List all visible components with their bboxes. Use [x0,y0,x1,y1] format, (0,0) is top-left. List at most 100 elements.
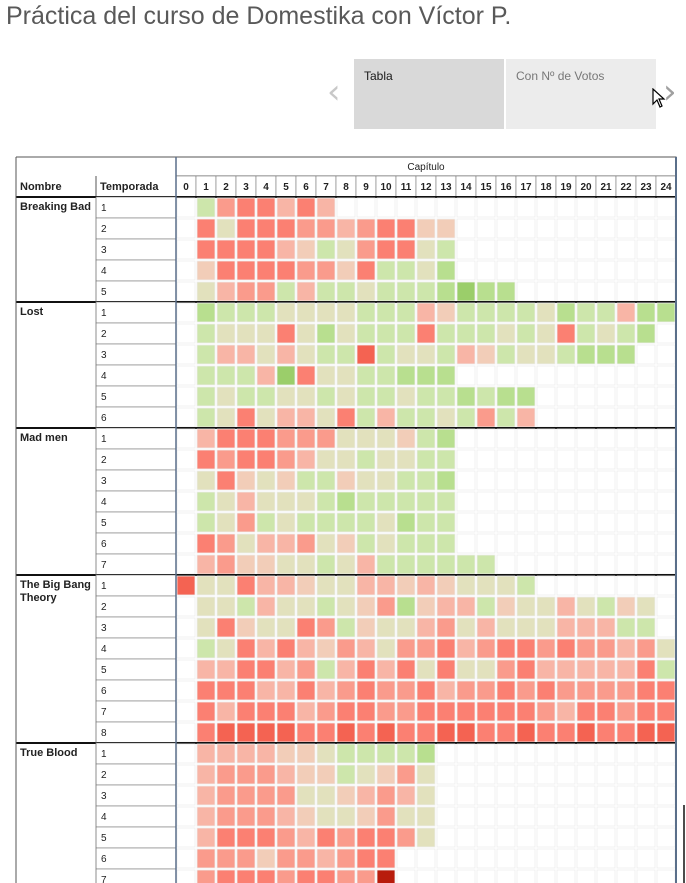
episode-cell [636,869,656,883]
tab-con-votos[interactable]: Con Nº de Votos [506,59,656,129]
episode-cell [236,407,256,428]
episode-cell [196,869,216,883]
episode-cell [436,869,456,883]
show-name: Lost [20,306,44,318]
episode-cell [536,470,556,491]
episode-cell [376,701,396,722]
episode-cell [356,323,376,344]
episode-cell [596,638,616,659]
episode-cell [456,491,476,512]
season-label: 5 [101,833,107,844]
episode-cell [516,512,536,533]
episode-cell [476,260,496,281]
episode-cell [376,596,396,617]
season-label: 3 [101,245,107,256]
episode-cell [576,470,596,491]
episode-cell [596,302,616,323]
episode-cell [616,701,636,722]
episode-cell [176,428,196,449]
episode-cell [176,281,196,302]
episode-cell [536,680,556,701]
episode-cell [476,386,496,407]
tab-tabla[interactable]: Tabla [354,59,504,129]
season-label: 2 [101,224,107,235]
episode-cell [616,806,636,827]
episode-cell [456,323,476,344]
episode-cell [176,449,196,470]
episode-cell [276,638,296,659]
episode-cell [336,260,356,281]
episode-cell [216,764,236,785]
episode-cell [496,596,516,617]
episode-cell [256,239,276,260]
episode-cell [316,239,336,260]
episode-cell [556,449,576,470]
season-label: 2 [101,602,107,613]
episode-cell [256,323,276,344]
season-label: 4 [101,644,107,655]
episode-cell [296,428,316,449]
episode-cell [236,743,256,764]
episode-cell [316,869,336,883]
episode-cell [196,785,216,806]
season-cell [95,427,177,450]
column-number: 19 [560,182,572,193]
season-cell [95,217,177,240]
episode-cell [296,680,316,701]
episode-cell [336,617,356,638]
episode-cell [176,197,196,218]
episode-cell [476,239,496,260]
season-cell [95,847,177,870]
season-cell [95,448,177,471]
episode-cell [416,407,436,428]
episode-cell [656,239,676,260]
episode-cell [536,869,556,883]
season-label: 1 [101,308,107,319]
episode-cell [536,617,556,638]
episode-cell [256,365,276,386]
episode-cell [556,470,576,491]
episode-cell [576,281,596,302]
season-cell [95,616,177,639]
episode-cell [616,596,636,617]
episode-cell [216,302,236,323]
episode-cell [616,680,636,701]
episode-cell [256,428,276,449]
episode-cell [536,722,556,743]
chevron-right-icon[interactable]: › [663,72,677,112]
episode-cell [196,491,216,512]
episode-cell [236,260,256,281]
episode-cell [296,806,316,827]
episode-cell [416,806,436,827]
episode-cell [216,701,236,722]
episode-cell [596,575,616,596]
episode-cell [516,344,536,365]
episode-cell [476,848,496,869]
show-name: The Big Bang [20,579,91,591]
episode-cell [216,722,236,743]
episode-cell [516,701,536,722]
episode-cell [216,470,236,491]
episode-cell [436,785,456,806]
episode-cell [236,596,256,617]
episode-cell [516,575,536,596]
episode-cell [456,596,476,617]
column-number: 16 [500,182,512,193]
episode-cell [396,197,416,218]
episode-cell [336,281,356,302]
episode-cell [636,512,656,533]
episode-cell [536,848,556,869]
episode-cell [576,197,596,218]
episode-cell [596,512,616,533]
episode-cell [636,638,656,659]
episode-cell [216,428,236,449]
episode-cell [336,743,356,764]
episode-cell [496,701,516,722]
chevron-left-icon[interactable]: ‹ [327,72,341,112]
episode-cell [216,638,236,659]
episode-cell [256,281,276,302]
episode-cell [316,848,336,869]
episode-cell [256,554,276,575]
episode-cell [216,491,236,512]
season-label: 6 [101,413,107,424]
